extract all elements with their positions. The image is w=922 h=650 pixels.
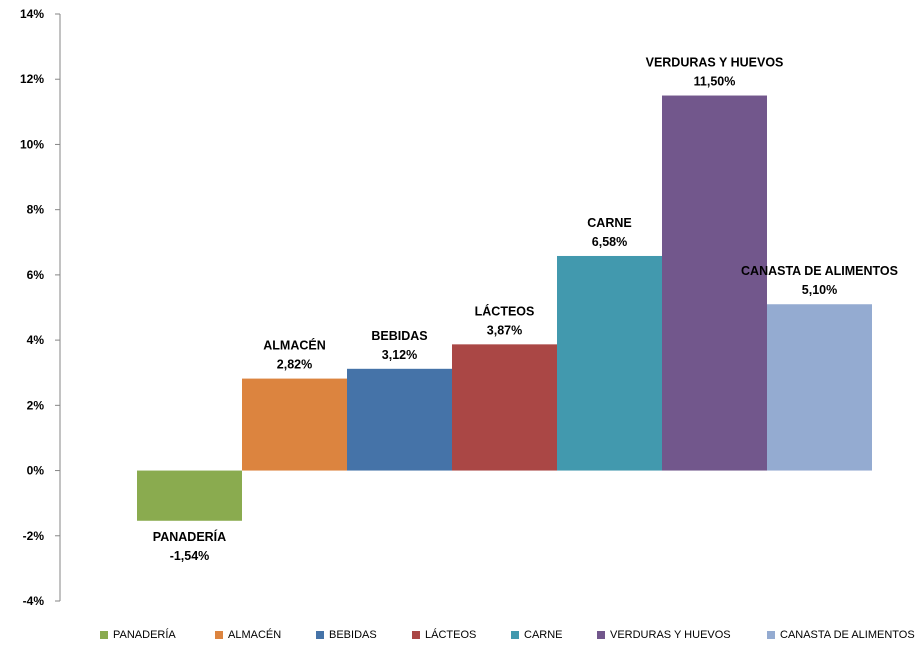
- data-label-value: 6,58%: [592, 235, 627, 249]
- legend-label: CANASTA DE ALIMENTOS: [780, 629, 915, 641]
- legend-label: CARNE: [524, 629, 563, 641]
- legend-swatch: [412, 631, 420, 639]
- legend-label: LÁCTEOS: [425, 629, 477, 641]
- legend-label: VERDURAS Y HUEVOS: [610, 629, 731, 641]
- legend-item: VERDURAS Y HUEVOS: [597, 629, 731, 641]
- data-labels: PANADERÍA -1,54% ALMACÉN 2,82% BEBIDAS 3,12% L…: [153, 56, 898, 563]
- legend-label: BEBIDAS: [329, 629, 377, 641]
- legend-swatch: [511, 631, 519, 639]
- y-tick-label: -4%: [23, 594, 45, 608]
- legend-swatch: [316, 631, 324, 639]
- y-tick-label: 12%: [20, 72, 44, 86]
- legend-swatch: [215, 631, 223, 639]
- y-tick-label: 6%: [27, 268, 45, 282]
- data-label-category: BEBIDAS: [371, 329, 427, 343]
- bar: [557, 255, 662, 471]
- bar: [452, 344, 557, 471]
- legend: PANADERÍA ALMACÉN BEBIDAS LÁCTEOS CARNE VERDU…: [0, 629, 922, 649]
- data-label-value: 3,12%: [382, 348, 417, 362]
- data-label-value: -1,54%: [170, 549, 210, 563]
- data-label-value: 11,50%: [694, 75, 736, 89]
- legend-swatch: [100, 631, 108, 639]
- bar: [137, 470, 242, 521]
- legend-item: CANASTA DE ALIMENTOS: [767, 629, 915, 641]
- data-label-category: ALMACÉN: [263, 338, 326, 353]
- legend-item: BEBIDAS: [316, 629, 377, 641]
- legend-swatch: [767, 631, 775, 639]
- bar: [767, 304, 872, 471]
- y-axis: 14% 12% 10% 8% 6% 4% 2% 0% -2% -4%: [20, 7, 61, 608]
- y-tick-label: -2%: [23, 529, 45, 543]
- legend-item: PANADERÍA: [100, 629, 176, 641]
- data-label-category: LÁCTEOS: [475, 303, 535, 318]
- data-label-category: PANADERÍA: [153, 529, 226, 544]
- bar: [347, 368, 452, 471]
- y-tick-label: 2%: [27, 398, 45, 412]
- bar: [242, 378, 347, 471]
- bars: [137, 95, 872, 521]
- y-tick-label: 10%: [20, 137, 44, 151]
- y-tick-label: 14%: [20, 7, 44, 21]
- legend-item: CARNE: [511, 629, 563, 641]
- legend-swatch: [597, 631, 605, 639]
- legend-label: ALMACÉN: [228, 629, 282, 641]
- data-label-category: VERDURAS Y HUEVOS: [646, 56, 784, 70]
- data-label-category: CARNE: [587, 216, 631, 230]
- y-tick-label: 4%: [27, 333, 45, 347]
- legend-item: ALMACÉN: [215, 629, 281, 641]
- data-label-category: CANASTA DE ALIMENTOS: [741, 264, 898, 278]
- y-tick-label: 0%: [27, 464, 45, 478]
- data-label-value: 3,87%: [487, 323, 522, 337]
- data-label-value: 5,10%: [802, 283, 837, 297]
- bar: [662, 95, 767, 471]
- data-label-value: 2,82%: [277, 358, 312, 372]
- legend-item: LÁCTEOS: [412, 629, 476, 641]
- y-tick-label: 8%: [27, 203, 45, 217]
- legend-label: PANADERÍA: [113, 629, 176, 641]
